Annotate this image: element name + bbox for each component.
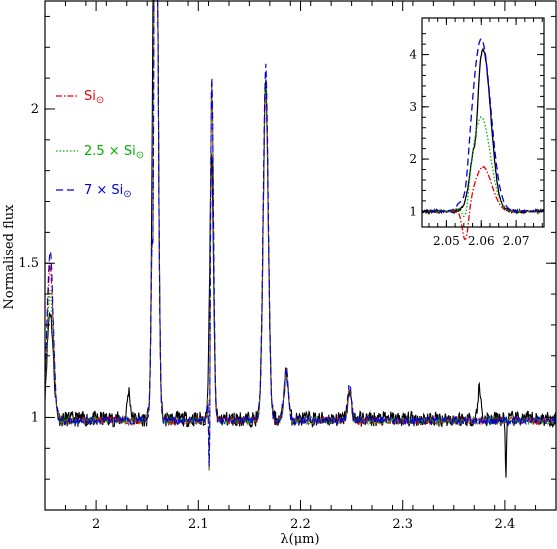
series-line-0	[44, 0, 557, 478]
x-tick-label: 2.2	[290, 517, 311, 532]
inset-y-tick-label: 4	[409, 48, 417, 62]
y-axis-label: Normalised flux	[2, 204, 17, 310]
inset-x-tick-label: 2.06	[468, 234, 495, 248]
inset-y-tick-label: 3	[409, 100, 417, 114]
legend-label: 2.5 × Si⊙	[84, 144, 144, 161]
series-line-3	[44, 0, 557, 467]
inset-frame	[421, 17, 545, 228]
inset-x-tick-label: 2.05	[433, 234, 460, 248]
inset-plot: 2.05 2.06 2.07 1 2 3 4	[409, 17, 545, 248]
inset-y-tick-label: 2	[409, 152, 417, 166]
x-tick-label: 2	[92, 517, 100, 532]
y-tick-label: 1	[31, 410, 39, 425]
x-tick-label: 2.1	[188, 517, 209, 532]
x-axis-label: λ(μm)	[280, 532, 319, 547]
y-tick-label: 2	[31, 102, 39, 117]
inset-y-tick-label: 1	[409, 204, 417, 218]
inset-background	[422, 18, 544, 227]
inset-series-line-3	[421, 38, 545, 214]
y-tick-label: 1.5	[18, 256, 39, 271]
legend-label: Si⊙	[84, 89, 104, 106]
legend-label: 7 × Si⊙	[84, 183, 132, 200]
x-tick-label: 2.4	[495, 517, 516, 532]
main-plot: 2 2.1 2.2 2.3 2.4 1 1.5 2	[18, 0, 557, 532]
x-tick-label: 2.3	[392, 517, 413, 532]
inset-x-tick-label: 2.07	[503, 234, 530, 248]
legend: Si⊙ 2.5 × Si⊙ 7 × Si⊙	[56, 89, 144, 200]
